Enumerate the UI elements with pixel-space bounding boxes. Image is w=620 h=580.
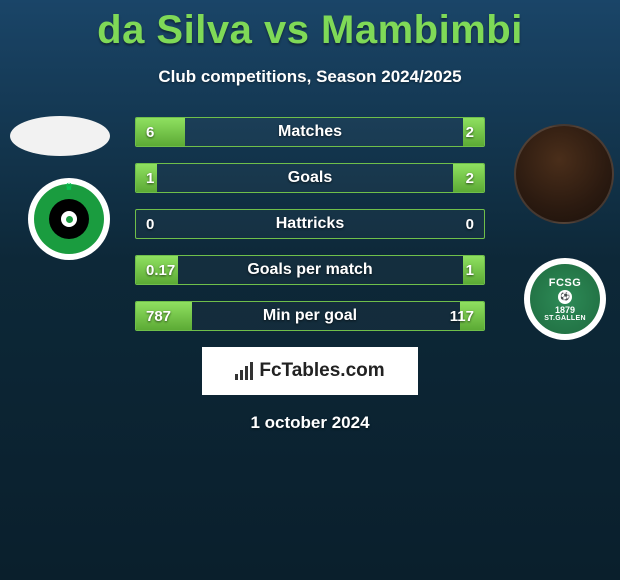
stat-row: 0.17Goals per match1 [135, 255, 485, 285]
stat-value-right: 2 [466, 170, 474, 187]
stat-value-right: 2 [466, 124, 474, 141]
stat-label: Hattricks [136, 215, 484, 233]
stat-value-right: 0 [466, 216, 474, 233]
soccer-ball-icon: ⚽ [558, 290, 572, 304]
club-right-city: ST.GALLEN [544, 315, 586, 322]
stat-label: Goals per match [136, 261, 484, 279]
source-logo: FcTables.com [202, 347, 418, 395]
club-right-year: 1879 [555, 305, 575, 315]
stat-row: 787Min per goal117 [135, 301, 485, 331]
crown-icon: ♛ [65, 182, 74, 193]
subtitle: Club competitions, Season 2024/2025 [0, 67, 620, 87]
stat-row: 6Matches2 [135, 117, 485, 147]
stat-label: Matches [136, 123, 484, 141]
stat-label: Goals [136, 169, 484, 187]
stat-row: 0Hattricks0 [135, 209, 485, 239]
stat-row: 1Goals2 [135, 163, 485, 193]
player-right-club-badge: FCSG ⚽ 1879 ST.GALLEN [524, 258, 606, 340]
club-right-abbr: FCSG [549, 277, 582, 289]
stats-container: 6Matches21Goals20Hattricks00.17Goals per… [135, 117, 485, 331]
date: 1 october 2024 [0, 413, 620, 433]
player-left-club-badge: ♛ [28, 178, 110, 260]
player-left-avatar [10, 116, 110, 156]
player-right-avatar [514, 124, 614, 224]
stat-value-right: 117 [450, 308, 474, 325]
stat-value-right: 1 [466, 262, 474, 279]
page-title: da Silva vs Mambimbi [0, 0, 620, 53]
logo-text: FcTables.com [259, 360, 384, 382]
stat-label: Min per goal [136, 307, 484, 325]
chart-icon [235, 362, 253, 380]
